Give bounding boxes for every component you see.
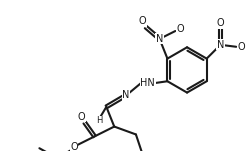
Text: O: O	[237, 42, 245, 52]
Text: HN: HN	[140, 78, 155, 88]
Text: O: O	[78, 112, 86, 122]
Text: N: N	[156, 34, 163, 44]
Text: O: O	[70, 142, 78, 152]
Text: H: H	[96, 116, 103, 125]
Text: N: N	[122, 90, 130, 100]
Text: N: N	[217, 40, 224, 50]
Text: O: O	[217, 18, 224, 28]
Text: O: O	[139, 16, 146, 26]
Text: O: O	[176, 24, 184, 34]
